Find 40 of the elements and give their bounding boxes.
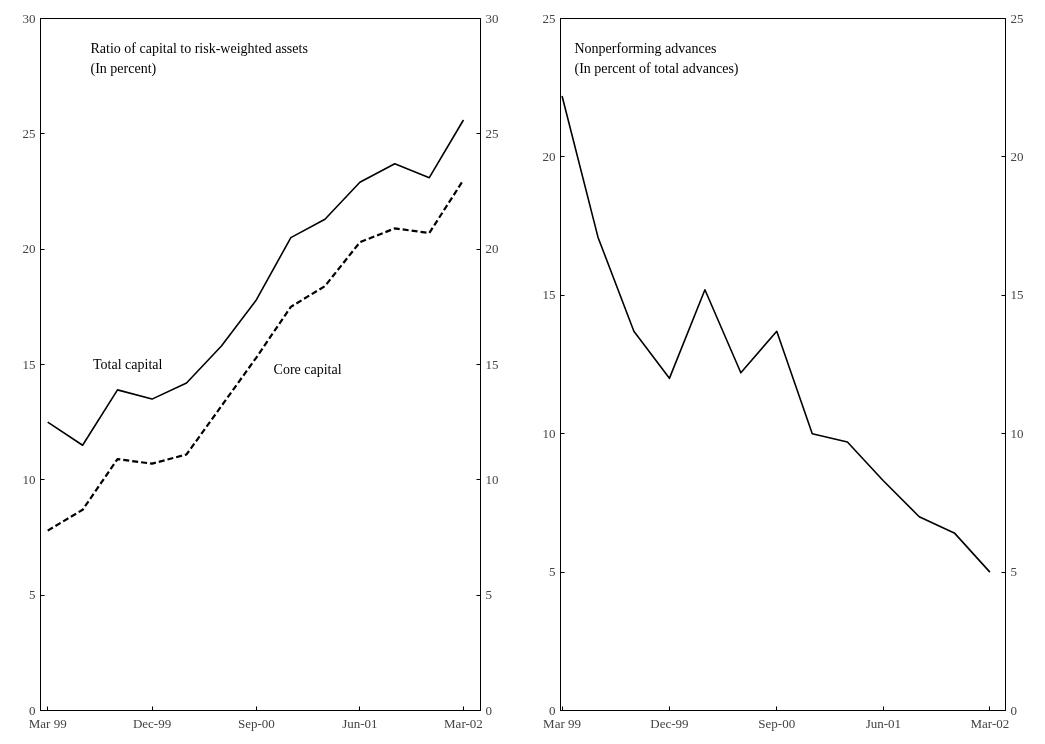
y-tick-label: 25 (22, 125, 36, 141)
y-tick-label: 30 (22, 10, 36, 26)
y2-tick-label: 10 (485, 471, 499, 487)
y2-tick-label: 30 (485, 10, 499, 26)
y-tick-label: 0 (549, 702, 556, 718)
y-tick-label: 25 (542, 10, 556, 26)
y2-tick-label: 25 (1010, 10, 1024, 26)
y2-tick-label: 15 (485, 356, 499, 372)
x-tick-label: Jun-01 (865, 715, 902, 731)
y2-tick-label: 20 (485, 241, 499, 257)
y-tick-label: 10 (22, 471, 36, 487)
y2-tick-label: 15 (1010, 287, 1024, 303)
y-tick-label: 10 (542, 425, 556, 441)
series-label: Total capital (92, 356, 163, 372)
y2-tick-label: 0 (485, 702, 492, 718)
y2-tick-label: 5 (1010, 564, 1017, 580)
y2-tick-label: 20 (1010, 148, 1024, 164)
y-tick-label: 15 (22, 356, 36, 372)
x-tick-label: Dec-99 (650, 715, 689, 731)
y2-tick-label: 10 (1010, 425, 1024, 441)
y-tick-label: 5 (29, 587, 36, 603)
x-tick-label: Mar 99 (28, 715, 67, 731)
y-tick-label: 20 (22, 241, 36, 257)
x-tick-label: Sep-00 (758, 715, 796, 731)
y-tick-label: 15 (542, 287, 556, 303)
text: Nonperforming advances (In percent of total advances) (574, 41, 739, 77)
y2-tick-label: 0 (1010, 702, 1017, 718)
x-tick-label: Mar-02 (444, 715, 483, 731)
y2-tick-label: 5 (485, 587, 492, 603)
x-tick-label: Mar-02 (970, 715, 1010, 731)
y-tick-label: 0 (29, 702, 36, 718)
y-tick-label: 20 (542, 148, 556, 164)
y-tick-label: 5 (549, 564, 556, 580)
x-tick-label: Jun-01 (342, 715, 378, 731)
y2-tick-label: 25 (485, 125, 499, 141)
x-tick-label: Mar 99 (543, 715, 582, 731)
series-label: Core capital (273, 361, 342, 377)
x-tick-label: Sep-00 (237, 715, 275, 731)
text: Ratio of capital to risk-weighted assets (In percent) (90, 41, 308, 77)
x-tick-label: Dec-99 (132, 715, 172, 731)
